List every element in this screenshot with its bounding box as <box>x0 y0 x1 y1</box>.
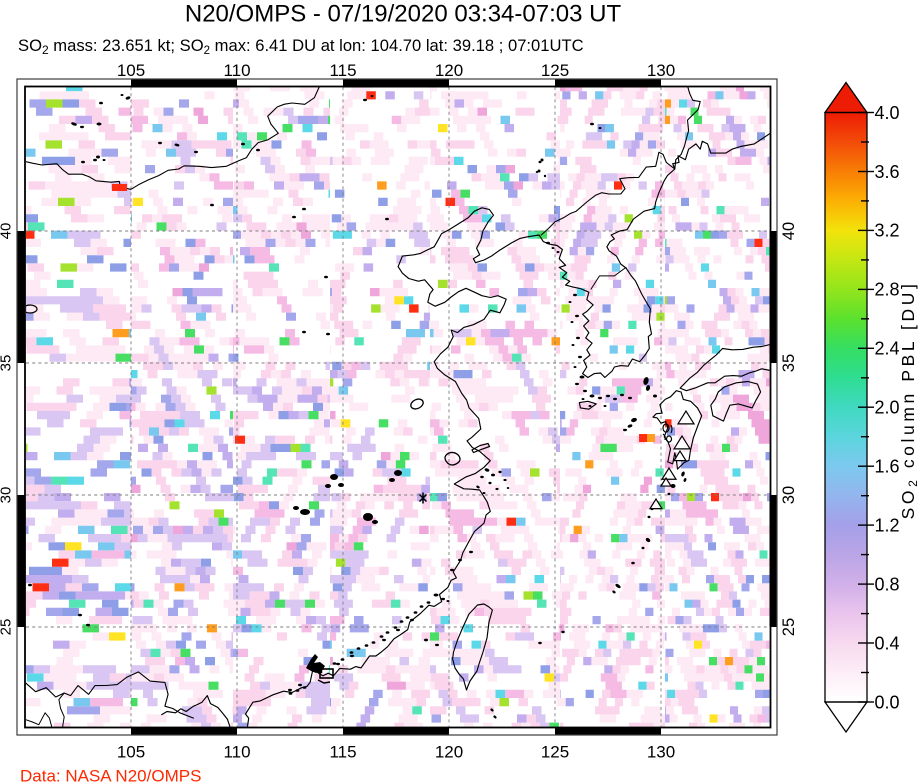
svg-text:110: 110 <box>223 61 250 80</box>
svg-text:35: 35 <box>780 354 798 372</box>
svg-text:N20/OMPS - 07/19/2020 03:34-07: N20/OMPS - 07/19/2020 03:34-07:03 UT <box>185 1 622 28</box>
svg-text:0.4: 0.4 <box>875 633 900 653</box>
svg-text:115: 115 <box>329 743 356 762</box>
svg-text:1.2: 1.2 <box>875 515 900 535</box>
svg-text:130: 130 <box>647 61 675 80</box>
svg-text:40: 40 <box>780 222 798 240</box>
svg-text:40: 40 <box>0 223 15 240</box>
svg-text:105: 105 <box>117 61 145 80</box>
svg-text:2.8: 2.8 <box>875 280 900 300</box>
svg-text:25: 25 <box>0 619 15 636</box>
svg-text:110: 110 <box>223 743 250 762</box>
svg-text:3.2: 3.2 <box>875 221 900 241</box>
svg-text:1.6: 1.6 <box>875 457 900 477</box>
svg-text:125: 125 <box>541 61 569 80</box>
svg-text:120: 120 <box>435 61 463 80</box>
svg-text:130: 130 <box>647 743 675 762</box>
svg-text:2.0: 2.0 <box>875 398 900 418</box>
svg-text:35: 35 <box>0 355 15 372</box>
svg-text:3.6: 3.6 <box>875 162 900 182</box>
svg-text:120: 120 <box>435 743 463 762</box>
svg-text:105: 105 <box>117 743 145 762</box>
svg-text:Data: NASA N20/OMPS: Data: NASA N20/OMPS <box>20 767 201 783</box>
svg-text:125: 125 <box>541 743 569 762</box>
svg-text:0.0: 0.0 <box>875 692 900 712</box>
svg-text:SO2 mass: 23.651 kt; SO2 max:: SO2 mass: 23.651 kt; SO2 max: 6.41 DU at… <box>18 36 584 57</box>
svg-text:115: 115 <box>329 61 356 80</box>
svg-text:SO2 column PBL [DU]: SO2 column PBL [DU] <box>898 281 920 520</box>
svg-text:25: 25 <box>780 618 798 636</box>
svg-text:4.0: 4.0 <box>875 103 900 123</box>
svg-text:30: 30 <box>0 487 15 504</box>
svg-text:2.4: 2.4 <box>875 339 900 359</box>
svg-text:30: 30 <box>780 486 798 504</box>
svg-text:0.8: 0.8 <box>875 574 900 594</box>
